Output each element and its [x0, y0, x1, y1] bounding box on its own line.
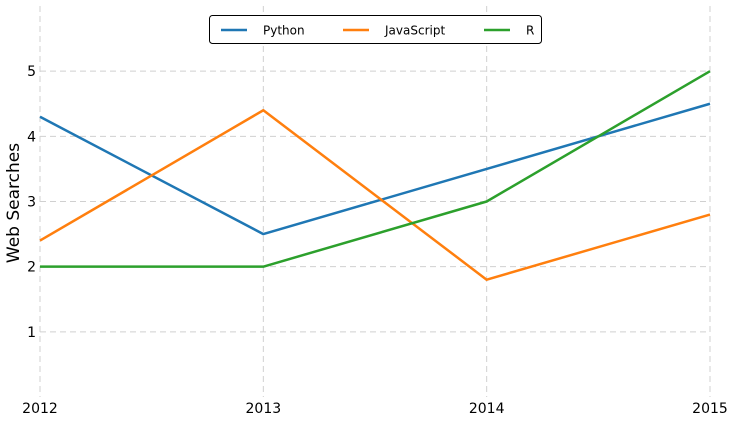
x-tick-label: 2014	[469, 401, 505, 417]
x-tick-label: 2012	[22, 401, 58, 417]
legend-label: Python	[263, 24, 305, 38]
series-line-r	[40, 70, 711, 268]
series-line-python	[39, 102, 711, 236]
x-tick-label: 2015	[692, 401, 728, 417]
y-tick-label: 2	[27, 260, 36, 276]
y-tick-label: 5	[27, 64, 36, 80]
legend-entry: R	[484, 24, 534, 38]
legend-box	[209, 15, 542, 44]
x-tick-label: 2013	[246, 401, 282, 417]
legend-entry: JavaScript	[343, 24, 445, 38]
series-line-javascript	[39, 109, 711, 281]
legend-label: JavaScript	[384, 24, 445, 38]
y-tick-label: 4	[27, 129, 36, 145]
legend-entry: Python	[221, 24, 305, 38]
tick-layer: 2012 2013 2014 2015 1 2 3 4 5	[22, 64, 728, 417]
legend-label: R	[526, 24, 534, 38]
legend: Python JavaScript R	[209, 15, 542, 44]
series-layer	[39, 70, 711, 281]
y-tick-label: 1	[27, 325, 36, 341]
y-tick-label: 3	[27, 195, 36, 211]
y-axis-title: Web Searches	[4, 143, 24, 263]
